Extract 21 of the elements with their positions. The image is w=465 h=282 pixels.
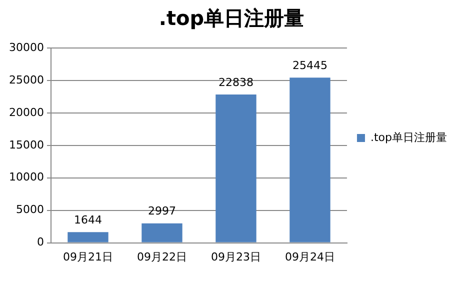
- x-tick-label: 09月21日: [62, 250, 113, 264]
- y-tick-label: 0: [36, 236, 44, 249]
- x-tick-label: 09月23日: [210, 250, 261, 264]
- bar: [216, 94, 256, 242]
- y-tick-label: 30000: [8, 40, 44, 54]
- x-tick-label: 09月22日: [136, 250, 187, 264]
- legend-label: .top单日注册量: [370, 130, 448, 144]
- bar: [142, 223, 182, 242]
- data-label: 2997: [148, 204, 176, 218]
- y-tick-label: 5000: [16, 203, 44, 216]
- data-label: 1644: [74, 213, 102, 226]
- y-tick-label: 25000: [8, 73, 44, 86]
- y-tick-label: 15000: [8, 138, 44, 152]
- data-label: 22838: [218, 76, 254, 89]
- y-tick-label: 10000: [8, 170, 44, 184]
- x-tick-label: 09月24日: [284, 250, 335, 264]
- y-tick-label: 20000: [8, 106, 44, 119]
- chart-title: .top单日注册量: [158, 6, 304, 30]
- data-label: 25445: [292, 58, 328, 72]
- bar: [68, 232, 108, 242]
- bar: [290, 78, 330, 242]
